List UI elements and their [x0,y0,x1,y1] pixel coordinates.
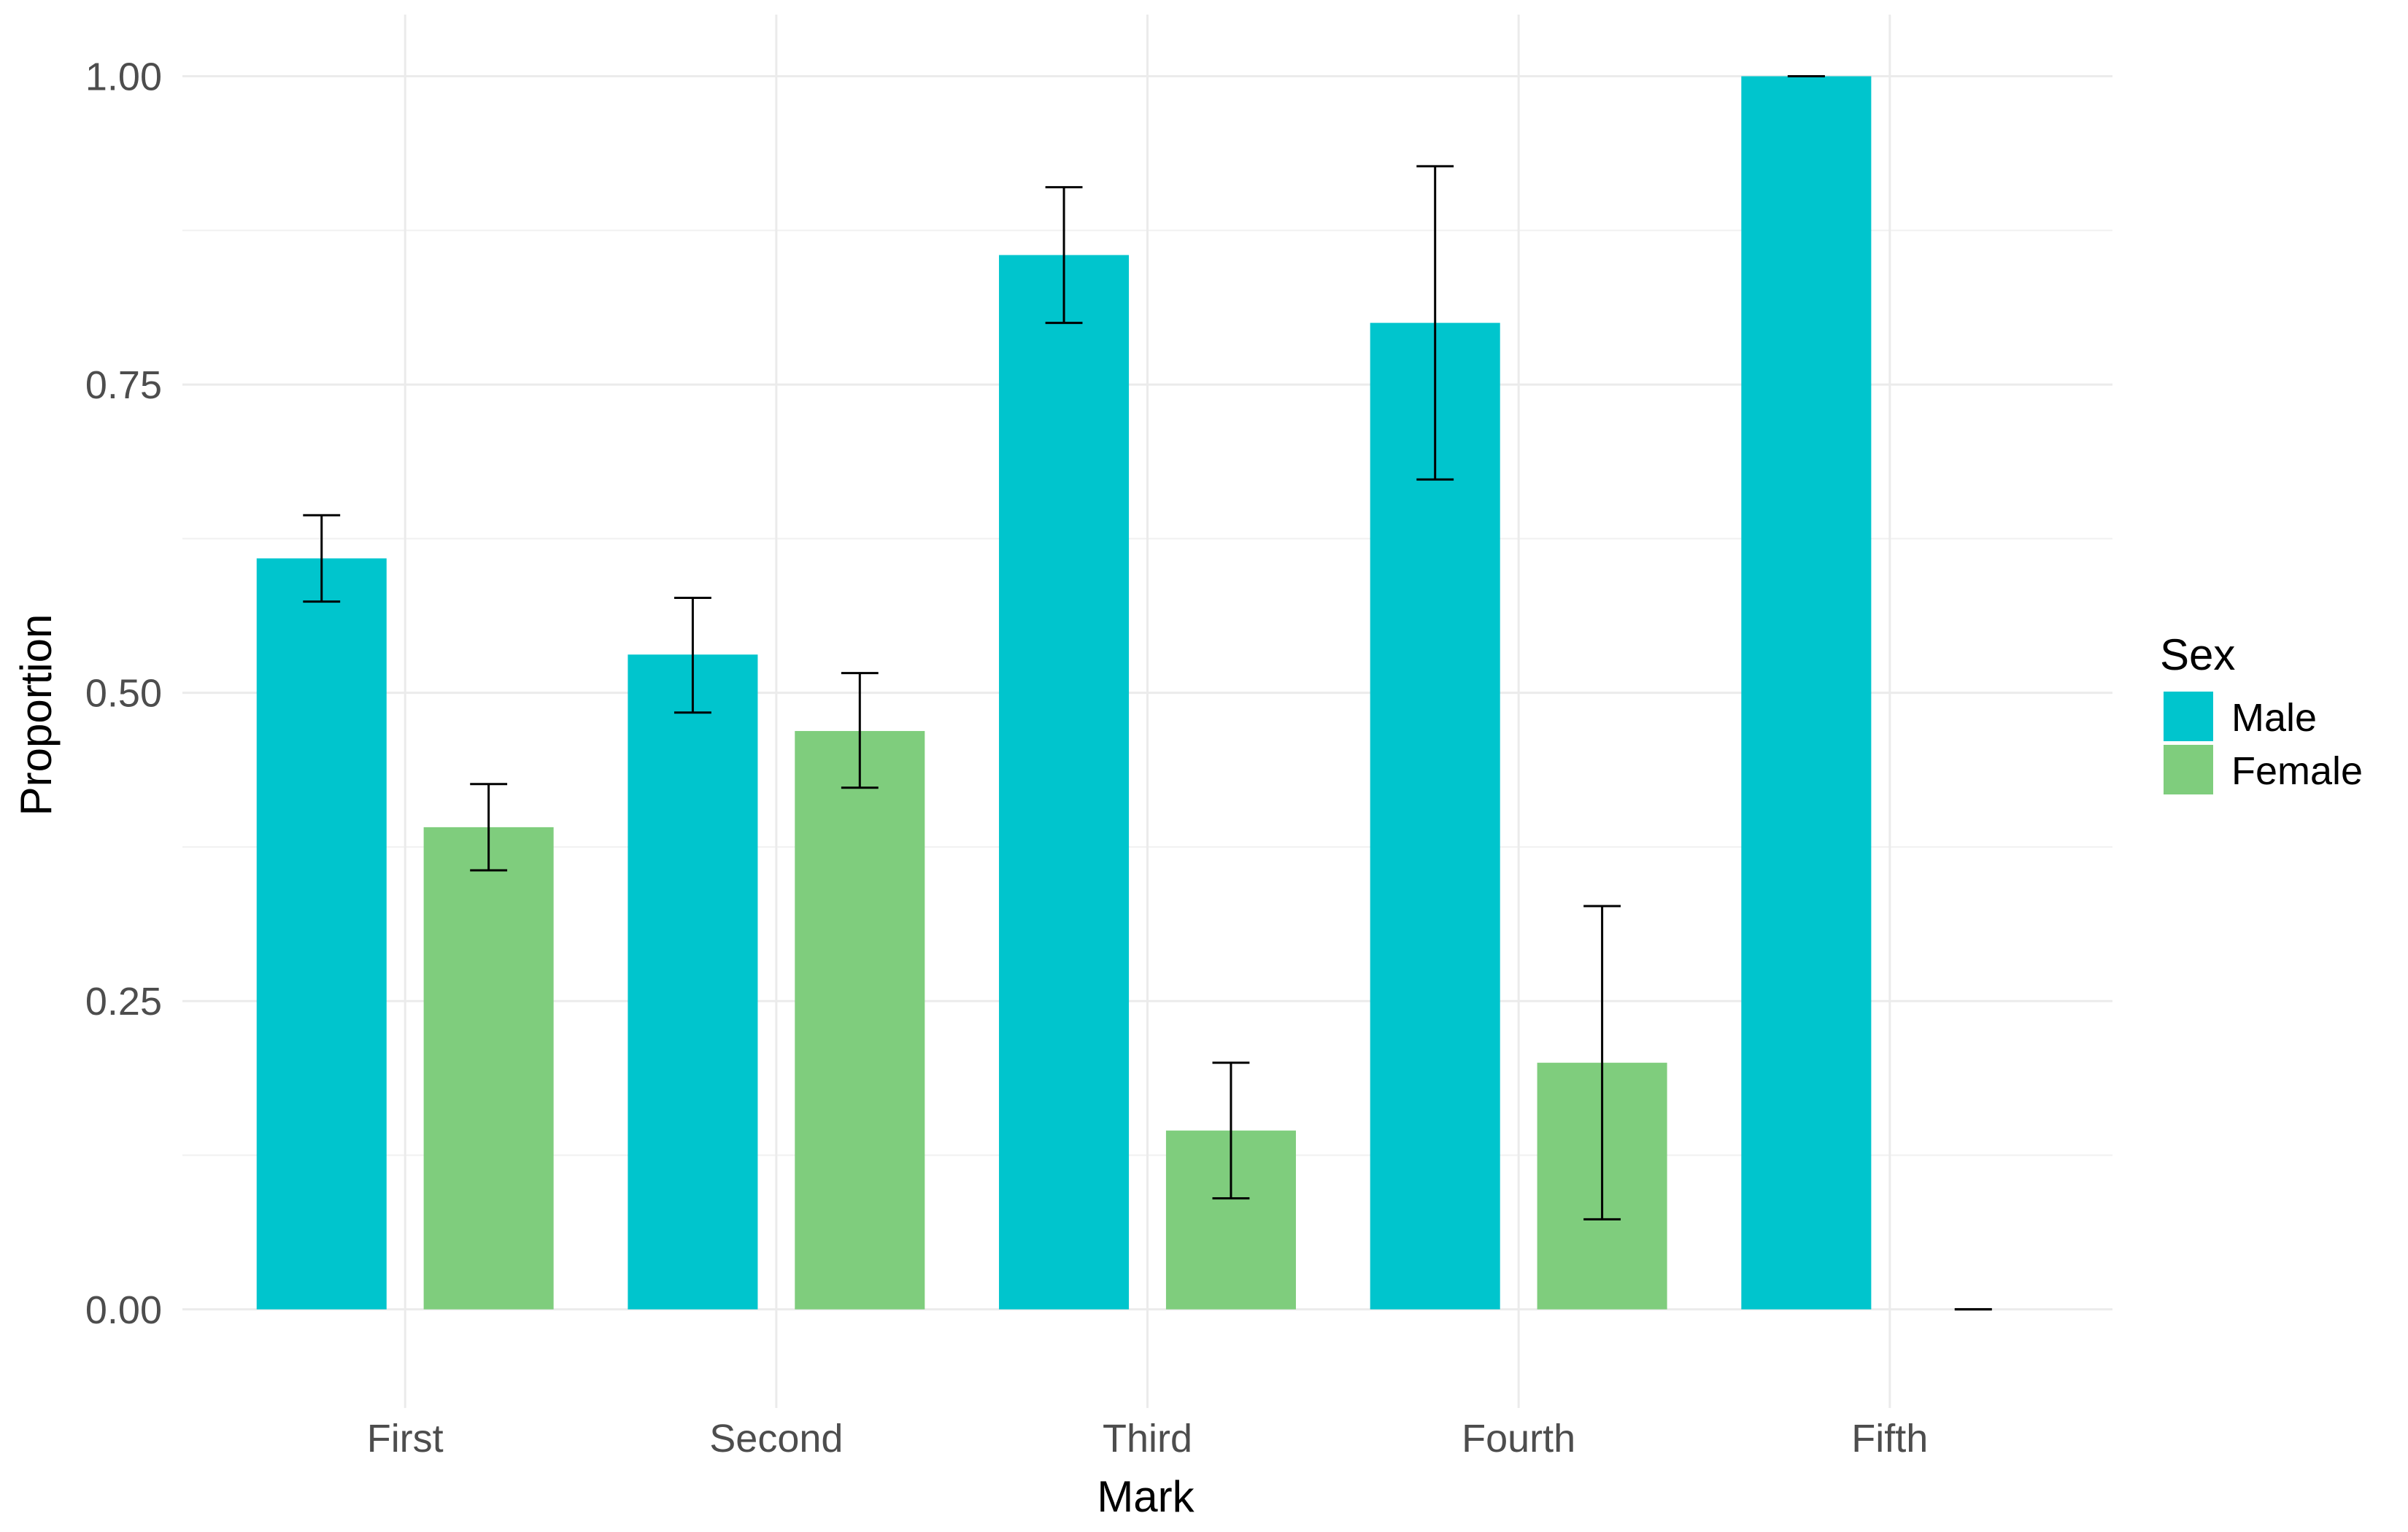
x-tick-labels: First Second Third Fourth Fifth [367,1417,1929,1461]
bar-female-first [423,827,554,1309]
y-tick-label: 0.50 [85,672,162,716]
legend-items: Male Female [2164,692,2363,794]
bar-female-second [795,731,925,1309]
x-tick-label: Third [1103,1417,1192,1461]
y-tick-label: 0.00 [85,1288,162,1332]
legend-swatch [2164,692,2213,741]
bar-male-second [628,654,758,1309]
bars-layer [256,76,1872,1309]
errorbar-male-second [674,596,711,714]
bar-male-fifth [1741,76,1872,1309]
legend: Sex Male Female [2160,630,2363,794]
y-tick-label: 1.00 [85,55,162,99]
bar-male-third [999,255,1130,1309]
errorbar-male-fourth [1416,165,1454,481]
errorbars-layer [303,75,1992,1311]
x-axis-title: Mark [1097,1472,1195,1521]
legend-item-female: Female [2164,745,2363,794]
x-tick-label: First [367,1417,444,1461]
bar-male-first [256,558,387,1309]
errorbar-female-fourth [1583,905,1621,1220]
legend-title: Sex [2160,630,2235,679]
x-tick-label: Fourth [1462,1417,1575,1461]
legend-label: Female [2231,749,2363,793]
legend-swatch [2164,745,2213,794]
x-tick-label: Second [709,1417,843,1461]
y-tick-label: 0.25 [85,980,162,1024]
legend-label: Male [2231,696,2317,740]
errorbar-female-first [470,783,508,872]
y-tick-labels: 0.00 0.25 0.50 0.75 1.00 [85,55,162,1332]
x-tick-label: Fifth [1851,1417,1928,1461]
bar-male-fourth [1370,322,1500,1309]
y-axis-title: Proportion [12,614,61,816]
y-tick-label: 0.75 [85,363,162,407]
legend-item-male: Male [2164,692,2317,741]
errorbar-female-second [841,672,879,789]
errorbar-female-third [1212,1061,1250,1200]
errorbar-male-third [1045,186,1083,325]
errorbar-male-first [303,514,341,603]
